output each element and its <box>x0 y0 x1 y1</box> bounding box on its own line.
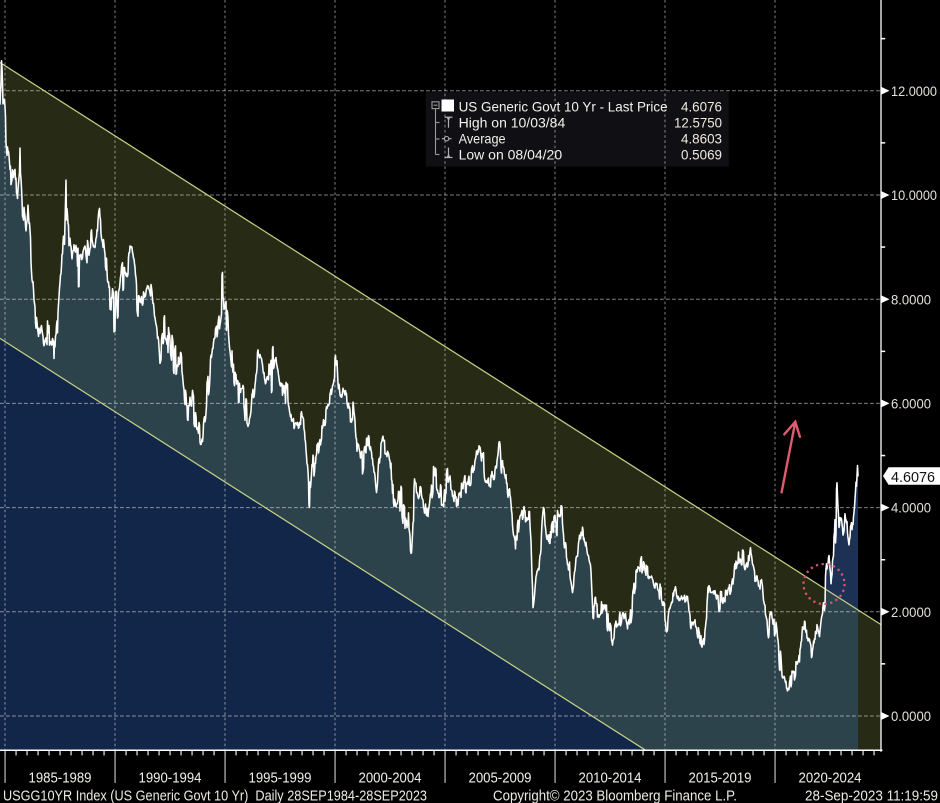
svg-text:High on 10/03/84: High on 10/03/84 <box>459 114 566 130</box>
svg-text:Average: Average <box>459 130 506 146</box>
svg-text:USGG10YR Index (US Generic Gov: USGG10YR Index (US Generic Govt 10 Yr) D… <box>3 789 427 803</box>
svg-text:2.0000: 2.0000 <box>891 604 931 620</box>
svg-text:12.0000: 12.0000 <box>891 83 937 99</box>
svg-text:4.8603: 4.8603 <box>681 130 722 146</box>
svg-text:Low on 08/04/20: Low on 08/04/20 <box>459 146 563 162</box>
svg-text:US Generic Govt 10 Yr - Last P: US Generic Govt 10 Yr - Last Price <box>459 98 668 114</box>
svg-text:12.5750: 12.5750 <box>674 114 722 130</box>
svg-text:10.0000: 10.0000 <box>891 187 937 203</box>
svg-text:4.0000: 4.0000 <box>891 500 931 516</box>
svg-text:4.6076: 4.6076 <box>681 98 722 114</box>
svg-text:1995-1999: 1995-1999 <box>249 770 312 786</box>
svg-text:6.0000: 6.0000 <box>891 396 931 412</box>
svg-text:Copyright© 2023 Bloomberg Fina: Copyright© 2023 Bloomberg Finance L.P. <box>493 789 737 803</box>
svg-text:0.5069: 0.5069 <box>681 146 722 162</box>
svg-text:2015-2019: 2015-2019 <box>689 770 752 786</box>
svg-text:8.0000: 8.0000 <box>891 291 931 307</box>
svg-text:0.0000: 0.0000 <box>891 708 931 724</box>
svg-text:28-Sep-2023 11:19:59: 28-Sep-2023 11:19:59 <box>805 789 938 803</box>
svg-text:1990-1994: 1990-1994 <box>139 770 202 786</box>
svg-text:2005-2009: 2005-2009 <box>469 770 532 786</box>
svg-text:2020-2024: 2020-2024 <box>799 770 862 786</box>
svg-text:1985-1989: 1985-1989 <box>29 770 92 786</box>
svg-text:2010-2014: 2010-2014 <box>579 770 642 786</box>
svg-text:4.6076: 4.6076 <box>891 470 935 486</box>
svg-text:2000-2004: 2000-2004 <box>359 770 422 786</box>
